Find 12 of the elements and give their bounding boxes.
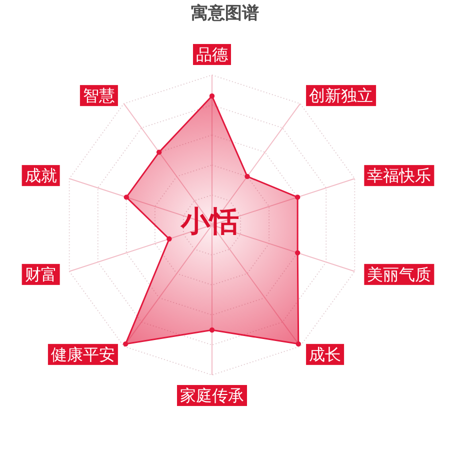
spoke-label: 健康平安 <box>50 346 115 364</box>
spoke-label: 幸福快乐 <box>367 167 432 186</box>
chart-title: 寓意图谱 <box>191 4 259 22</box>
spoke-label: 成长 <box>309 346 342 364</box>
spoke-label: 品德 <box>196 47 228 64</box>
spoke-label: 成就 <box>24 167 57 186</box>
spoke-label: 智慧 <box>82 87 115 106</box>
spoke-label: 财富 <box>24 266 57 284</box>
text: 小恬 <box>180 206 239 238</box>
spoke-label: 创新独立 <box>309 87 374 106</box>
spoke-label: 家庭传承 <box>180 387 244 405</box>
spoke-label: 美丽气质 <box>367 266 432 284</box>
